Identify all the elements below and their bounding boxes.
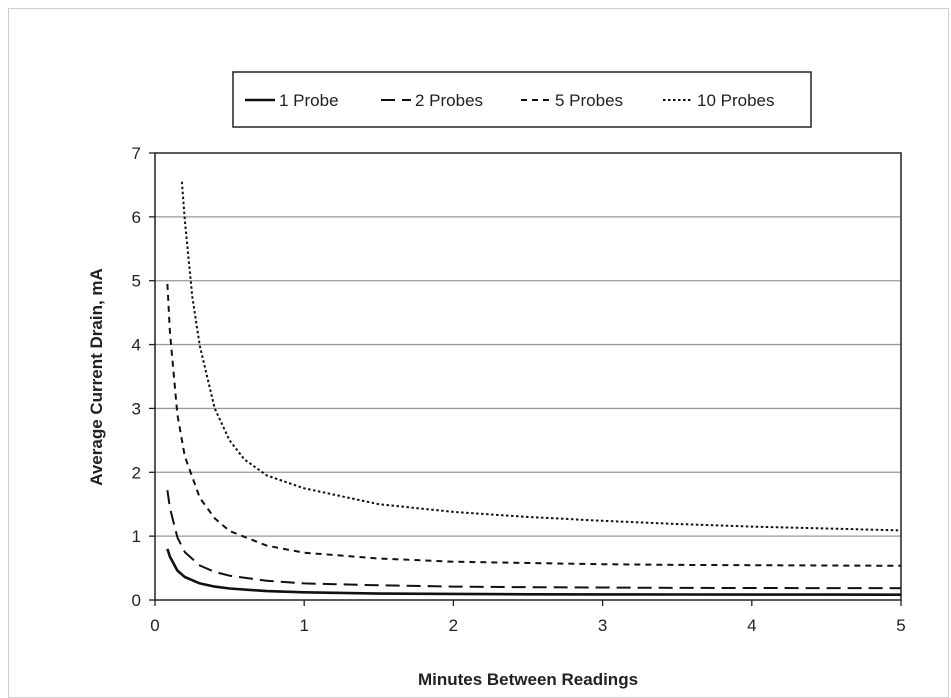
series-lines (166, 181, 902, 597)
series-line-3 (180, 181, 902, 532)
series-line-1 (166, 490, 902, 590)
series-line-0 (166, 548, 902, 597)
line-chart: 0 1 2 3 4 5 6 7 0 1 2 3 4 5 Minutes Between Readings… (87, 71, 906, 689)
y-axis-title: Average Current Drain, mA (87, 268, 106, 486)
x-axis-title: Minutes Between Readings (418, 670, 638, 689)
y-axis-ticks: 0 1 2 3 4 5 6 7 (132, 144, 155, 610)
x-tick-label: 0 (150, 616, 159, 635)
chart-frame: 0 1 2 3 4 5 6 7 0 1 2 3 4 5 Minutes Between Readings… (8, 8, 949, 698)
y-tick-label: 5 (132, 272, 141, 291)
y-tick-label: 0 (132, 591, 141, 610)
x-axis-ticks: 0 1 2 3 4 5 (150, 600, 906, 635)
legend-label-3: 10 Probes (697, 91, 775, 110)
legend: 1 Probe 2 Probes 5 Probes 10 Probes (232, 71, 812, 128)
x-tick-label: 3 (598, 616, 607, 635)
grid-lines (155, 216, 901, 537)
y-tick-label: 1 (132, 527, 141, 546)
x-tick-label: 5 (896, 616, 905, 635)
legend-label-2: 5 Probes (555, 91, 623, 110)
series-line-2 (166, 283, 902, 567)
legend-label-0: 1 Probe (279, 91, 339, 110)
y-tick-label: 3 (132, 399, 141, 418)
y-tick-label: 4 (132, 336, 141, 355)
x-tick-label: 4 (747, 616, 756, 635)
y-tick-label: 2 (132, 463, 141, 482)
legend-label-1: 2 Probes (415, 91, 483, 110)
x-tick-label: 2 (449, 616, 458, 635)
y-tick-label: 6 (132, 208, 141, 227)
y-tick-label: 7 (132, 144, 141, 163)
plot-area-border (154, 152, 902, 601)
x-tick-label: 1 (299, 616, 308, 635)
